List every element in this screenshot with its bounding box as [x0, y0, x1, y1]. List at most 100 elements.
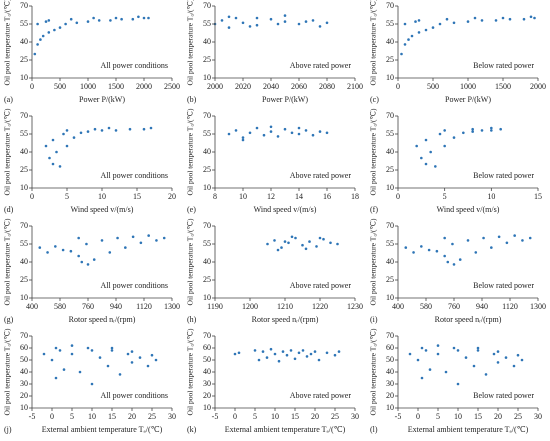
y-axis-title: Oil pool temperature T₀/(℃) [369, 0, 378, 85]
point [516, 353, 520, 357]
point [400, 52, 403, 56]
point [220, 19, 224, 22]
point [429, 150, 432, 154]
point [311, 133, 315, 137]
x-axis-title: Power P/(kW) [79, 95, 125, 104]
x-tick-label: 940 [110, 302, 122, 311]
panel-label: (b) [187, 95, 197, 104]
x-tick-label: 10 [98, 192, 106, 201]
point [65, 129, 69, 132]
point [147, 234, 150, 237]
x-tick-label: 500 [427, 82, 439, 91]
point [304, 129, 308, 132]
x-axis-title: Wind speed v/(m/s) [437, 205, 500, 214]
point [44, 20, 48, 23]
point [403, 43, 407, 46]
point [290, 235, 294, 239]
panel-label: (c) [370, 95, 379, 104]
point [436, 352, 440, 356]
annotation: Above rated power [290, 171, 352, 180]
y-tick-label: 40 [20, 37, 28, 46]
panel-label: (f) [370, 205, 378, 214]
y-axis-title: Oil pool temperature T₀/(℃) [369, 108, 378, 195]
point [266, 242, 269, 246]
point [407, 38, 410, 41]
point [120, 17, 123, 21]
point [301, 243, 304, 247]
y-axis-title: Oil pool temperature T₀/(℃) [186, 108, 195, 195]
x-tick-label: 25 [331, 412, 339, 421]
y-tick-label: 10 [386, 403, 394, 412]
point [297, 351, 301, 355]
point [283, 20, 287, 23]
y-tick-label: 70 [386, 111, 394, 120]
annotation: Below rated power [473, 61, 534, 70]
point [466, 239, 470, 242]
x-tick-label: 1120 [136, 302, 152, 311]
panel-label: (l) [370, 425, 378, 434]
point [42, 352, 46, 356]
y-axis-title: Oil pool temperature T₀/(℃) [3, 328, 12, 415]
x-tick-label: 25 [148, 412, 156, 421]
x-tick-label: 1120 [502, 302, 518, 311]
point [311, 19, 315, 22]
y-tick-label: 50 [203, 355, 211, 364]
point [54, 346, 58, 350]
point [233, 352, 237, 356]
point [227, 132, 231, 136]
point [265, 356, 269, 359]
y-tick-label: 60 [386, 343, 394, 352]
y-tick-label: 25 [20, 275, 28, 284]
x-axis-title: Power P/(kW) [445, 95, 491, 104]
point [285, 353, 289, 357]
annotation: All power conditions [100, 171, 168, 180]
x-tick-label: 760 [448, 302, 460, 311]
x-tick-label: 5 [436, 412, 440, 421]
x-tick-label: 1300 [530, 302, 546, 311]
point [452, 21, 456, 25]
point [283, 127, 287, 131]
point [137, 15, 140, 19]
point [70, 344, 74, 347]
point [58, 349, 62, 352]
x-tick-label: 1200 [242, 302, 258, 311]
point [315, 245, 318, 248]
point [452, 346, 456, 350]
point [261, 350, 265, 353]
x-tick-label: 580 [54, 302, 66, 311]
point [456, 349, 460, 352]
point [283, 14, 287, 17]
point [77, 236, 80, 240]
point [276, 248, 280, 252]
x-tick-label: 12 [267, 192, 275, 201]
y-tick-label: 55 [386, 19, 394, 28]
y-axis-title: Oil pool temperature T₀/(℃) [186, 0, 195, 85]
y-tick-label: 25 [203, 275, 211, 284]
point [100, 129, 104, 132]
point [79, 131, 83, 135]
y-tick-label: 30 [386, 379, 394, 388]
point [293, 357, 297, 361]
x-tick-label: 15 [474, 412, 482, 421]
point [38, 246, 42, 249]
x-tick-label: 1230 [347, 302, 363, 311]
y-tick-label: 70 [386, 221, 394, 230]
point [424, 138, 428, 142]
point [322, 237, 325, 241]
y-tick-label: 55 [386, 129, 394, 138]
point [451, 242, 454, 246]
point [494, 19, 498, 22]
point [490, 126, 493, 130]
x-tick-label: 8 [213, 192, 217, 201]
point [325, 131, 329, 135]
point [110, 346, 114, 350]
point [318, 130, 322, 133]
point [462, 131, 465, 135]
y-tick-label: 25 [203, 165, 211, 174]
x-tick-label: 25 [514, 412, 522, 421]
point [318, 25, 322, 28]
x-tick-label: 0 [233, 412, 237, 421]
point [114, 129, 118, 132]
point [142, 127, 146, 131]
point [512, 364, 516, 368]
